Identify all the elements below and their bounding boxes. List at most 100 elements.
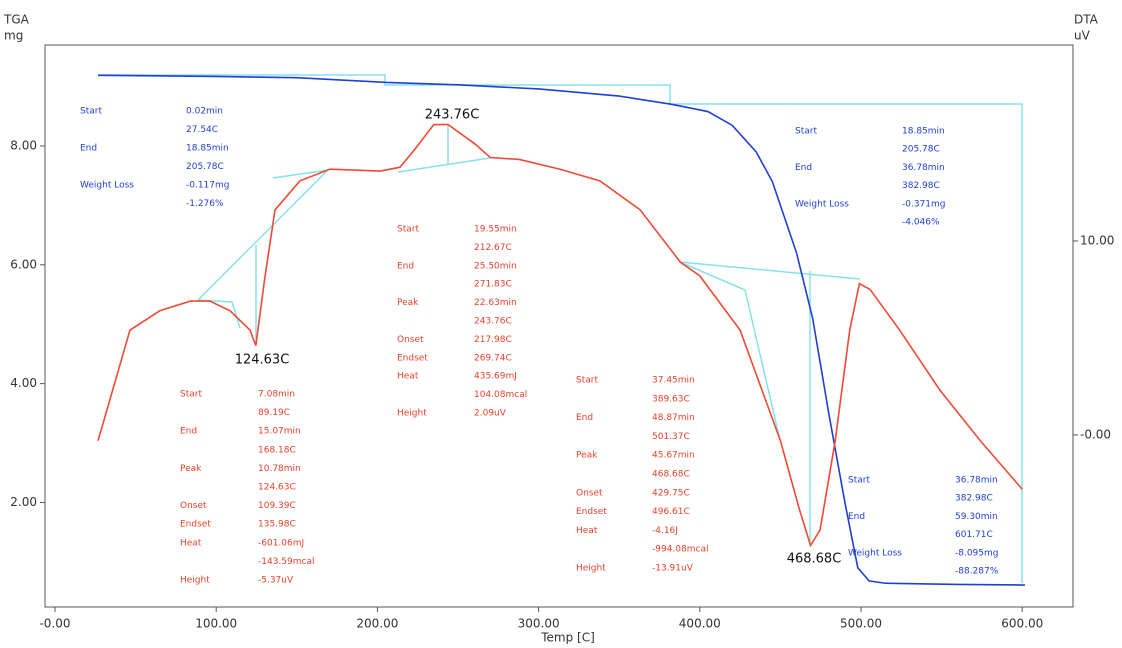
annotation-label: Heat — [180, 538, 202, 548]
annotation-value: 135.98C — [258, 520, 296, 530]
annotation-value: -8.095mg — [955, 548, 999, 558]
x-tick-label: 500.00 — [840, 617, 882, 631]
annotation-value: 22.63min — [474, 298, 517, 308]
annotation-value: 468.68C — [652, 470, 690, 480]
annotation-label: Start — [576, 376, 598, 386]
y2-axis-label: DTA — [1074, 13, 1099, 27]
annotation-value: 243.76C — [474, 317, 512, 327]
annotation-value: -994.08mcal — [652, 545, 708, 555]
annotation-label: Weight Loss — [795, 199, 849, 209]
annotation-value: 601.71C — [955, 530, 993, 540]
annotation-label: End — [576, 413, 593, 423]
annotation-value: 59.30min — [955, 512, 998, 522]
annotation-label: Weight Loss — [80, 181, 134, 191]
annotation-value: -0.117mg — [186, 181, 230, 191]
annotation-label: Weight Loss — [848, 548, 902, 558]
annotation-label: Start — [795, 127, 817, 137]
annotation-label: Peak — [397, 298, 419, 308]
peak-label: 468.68C — [787, 552, 842, 567]
annotation-value: 496.61C — [652, 507, 690, 517]
annotation-value: -4.16J — [652, 526, 678, 536]
y-tick-label: 8.00 — [10, 138, 37, 152]
annotation-label: Endset — [180, 520, 211, 530]
annotation-label: Start — [397, 225, 419, 235]
annotation-label: Height — [576, 564, 606, 574]
annotation-value: 205.78C — [186, 162, 224, 172]
annotation-label: Heat — [397, 372, 419, 382]
annotation-value: 48.87min — [652, 413, 695, 423]
annotation-value: 25.50min — [474, 261, 517, 271]
x-tick-label: 300.00 — [518, 617, 560, 631]
y2-tick-label: -0.00 — [1080, 427, 1111, 441]
peak-label: 124.63C — [235, 353, 290, 368]
annotation-label: Start — [180, 390, 202, 400]
annotation-value: 0.02min — [186, 107, 223, 117]
annotation-value: 124.63C — [258, 483, 296, 493]
annotation-label: Height — [180, 576, 210, 586]
y-tick-label: 4.00 — [10, 376, 37, 390]
annotation-value: 104.08mcal — [474, 390, 527, 400]
annotation-value: 45.67min — [652, 451, 695, 461]
annotation-label: Start — [848, 476, 870, 486]
annotation-label: End — [397, 261, 414, 271]
annotation-label: End — [848, 512, 865, 522]
y-tick-label: 2.00 — [10, 495, 37, 509]
data-line — [98, 74, 1025, 586]
annotation-value: -601.06mJ — [258, 538, 304, 548]
annotation-value: 168.18C — [258, 445, 296, 455]
y2-tick-label: 10.00 — [1080, 233, 1114, 247]
annotation-value: 382.98C — [955, 494, 993, 504]
annotation-label: Endset — [576, 507, 607, 517]
annotation-value: 269.74C — [474, 353, 512, 363]
annotation-value: 27.54C — [186, 125, 218, 135]
annotation-value: -4.046% — [902, 218, 940, 228]
annotation-value: 109.39C — [258, 501, 296, 511]
annotation-label: Onset — [576, 488, 603, 498]
analysis-lines — [98, 74, 1023, 583]
annotation-value: -1.276% — [186, 199, 224, 209]
annotation-value: 212.67C — [474, 243, 512, 253]
annotation-value: 89.19C — [258, 408, 290, 418]
x-tick-label: -0.00 — [39, 617, 70, 631]
annotation-value: -88.287% — [955, 567, 999, 577]
y2-axis-unit: uV — [1074, 29, 1091, 43]
peak-label: 243.76C — [425, 108, 480, 123]
annotation-label: Onset — [180, 501, 207, 511]
annotation-value: 19.55min — [474, 225, 517, 235]
annotation-label: End — [80, 144, 97, 154]
annotation-value: 389.63C — [652, 394, 690, 404]
x-tick-label: 600.00 — [1001, 617, 1043, 631]
plot-frame — [44, 44, 1074, 608]
annotation-label: Endset — [397, 353, 428, 363]
annotation-value: -0.371mg — [902, 199, 946, 209]
y-axis-unit: mg — [4, 29, 23, 43]
annotation-value: 429.75C — [652, 488, 690, 498]
annotation-value: -143.59mcal — [258, 557, 314, 567]
annotation-value: 205.78C — [902, 145, 940, 155]
y-axis-label: TGA — [3, 13, 30, 27]
annotation-label: Peak — [180, 464, 202, 474]
annotation-value: -13.91uV — [652, 564, 694, 574]
annotation-value: 36.78min — [902, 163, 945, 173]
annotation-value: -5.37uV — [258, 576, 294, 586]
annotation-value: 10.78min — [258, 464, 301, 474]
annotation-value: 217.98C — [474, 335, 512, 345]
annotation-value: 435.69mJ — [474, 372, 517, 382]
x-tick-label: 200.00 — [356, 617, 398, 631]
annotation-label: End — [795, 163, 812, 173]
annotation-label: Peak — [576, 451, 598, 461]
annotation-value: 2.09uV — [474, 409, 507, 419]
annotation-label: Start — [80, 107, 102, 117]
annotation-value: 271.83C — [474, 280, 512, 290]
annotation-label: Height — [397, 409, 427, 419]
annotation-value: 15.07min — [258, 427, 301, 437]
y-tick-label: 6.00 — [10, 257, 37, 271]
annotation-value: 18.85min — [902, 127, 945, 137]
annotation-label: End — [180, 427, 197, 437]
annotation-value: 37.45min — [652, 376, 695, 386]
x-axis-label: Temp [C] — [540, 631, 595, 645]
annotation-label: Heat — [576, 526, 598, 536]
x-tick-label: 100.00 — [195, 617, 237, 631]
